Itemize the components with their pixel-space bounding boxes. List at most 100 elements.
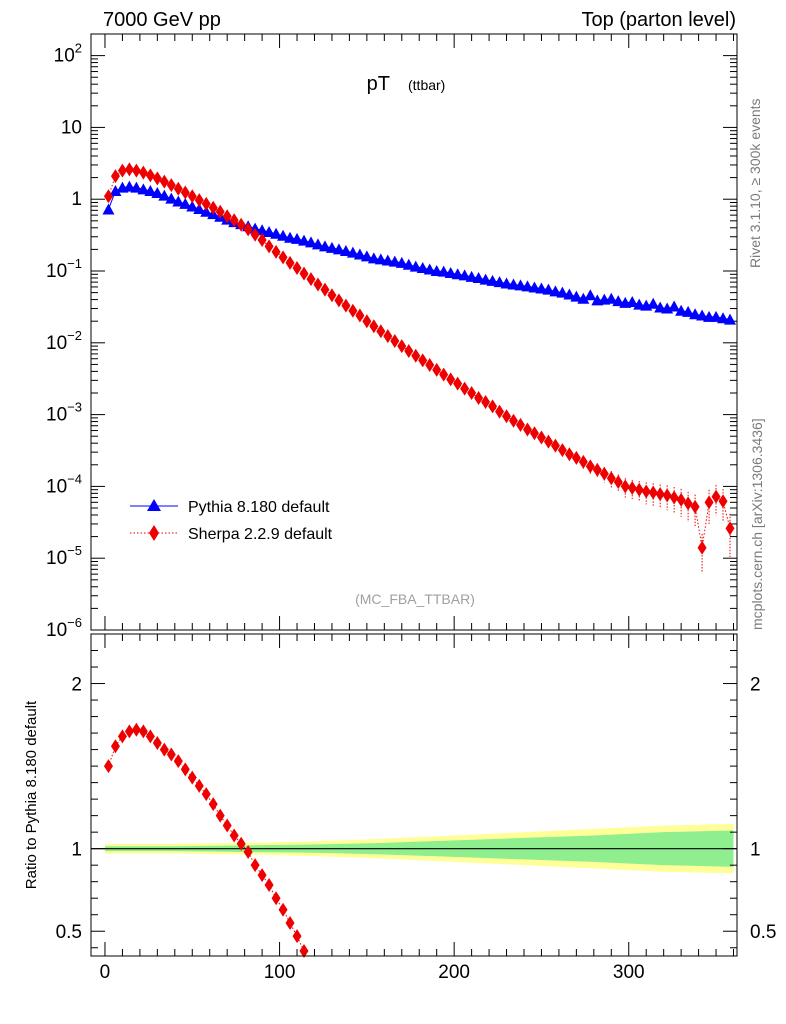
data-point-pythia xyxy=(304,236,317,248)
data-point-pythia xyxy=(284,231,297,243)
data-point-sherpa xyxy=(348,303,358,318)
data-point-pythia xyxy=(298,234,311,246)
data-point-sherpa xyxy=(578,454,588,469)
y-tick-label-exponent: −6 xyxy=(67,615,82,630)
data-point-pythia xyxy=(193,203,206,215)
data-point-pythia xyxy=(137,183,150,195)
data-point-pythia xyxy=(626,296,639,308)
data-point-sherpa xyxy=(488,399,498,414)
data-point-sherpa xyxy=(439,367,449,382)
ratio-point-sherpa xyxy=(208,797,218,812)
y-tick-label-base: 1 xyxy=(71,189,82,210)
y-tick-label-ratio: 0.5 xyxy=(56,922,82,943)
data-point-sherpa xyxy=(460,381,470,396)
data-point-pythia xyxy=(367,252,380,264)
y-tick-label-ratio-right: 2 xyxy=(750,675,761,696)
ratio-panel: 0.5 0.5 1 1 2 2 0 100 200 300 Ratio to Pythia 8.1… xyxy=(23,633,776,983)
data-point-pythia xyxy=(535,282,548,294)
data-point-sherpa xyxy=(599,466,609,481)
data-point-pythia xyxy=(696,309,709,321)
data-point-sherpa xyxy=(550,438,560,453)
y-tick-label-main: 10−4 xyxy=(46,471,82,497)
y-tick-label-base: 10 xyxy=(46,261,67,282)
data-point-sherpa xyxy=(655,487,665,502)
data-point-pythia xyxy=(542,283,555,295)
ratio-point-sherpa xyxy=(271,891,281,906)
ratio-point-sherpa xyxy=(215,808,225,823)
data-point-pythia xyxy=(179,197,192,209)
chart-title: pT xyxy=(367,73,390,95)
data-point-sherpa xyxy=(257,233,267,248)
data-point-sherpa xyxy=(299,266,309,281)
data-point-sherpa xyxy=(215,204,225,219)
y-tick-label-ratio-right: 0.5 xyxy=(750,922,776,943)
ratio-point-sherpa xyxy=(152,735,162,750)
data-point-sherpa xyxy=(425,358,435,373)
data-point-sherpa xyxy=(103,189,113,204)
data-point-pythia xyxy=(444,266,457,278)
data-point-pythia xyxy=(353,248,366,260)
data-point-pythia xyxy=(374,253,387,265)
data-point-sherpa xyxy=(418,353,428,368)
data-point-pythia xyxy=(514,279,527,291)
legend-marker-sherpa xyxy=(149,525,159,541)
x-tick-label: 100 xyxy=(264,962,296,983)
data-point-sherpa xyxy=(173,181,183,196)
ratio-point-sherpa xyxy=(250,858,260,873)
data-point-sherpa xyxy=(522,422,532,437)
data-point-sherpa xyxy=(278,250,288,265)
data-point-pythia xyxy=(668,300,681,312)
y-tick-label-exponent: 2 xyxy=(75,41,82,56)
ratio-point-sherpa xyxy=(243,844,253,859)
ratio-point-sherpa xyxy=(292,929,302,944)
y-tick-label-exponent: −5 xyxy=(67,543,82,558)
data-point-sherpa xyxy=(571,450,581,465)
data-point-sherpa xyxy=(292,261,302,276)
data-point-sherpa xyxy=(201,196,211,211)
data-point-pythia xyxy=(151,187,164,199)
data-point-sherpa xyxy=(432,362,442,377)
data-point-sherpa xyxy=(606,471,616,486)
data-point-sherpa xyxy=(320,282,330,297)
data-point-pythia xyxy=(570,290,583,302)
y-tick-label-base: 10 xyxy=(54,46,75,67)
data-point-sherpa xyxy=(131,163,141,178)
data-point-pythia xyxy=(395,256,408,268)
ratio-point-sherpa xyxy=(201,787,211,802)
y-tick-label-main: 10−3 xyxy=(46,400,82,426)
data-point-sherpa xyxy=(557,443,567,458)
data-point-sherpa xyxy=(222,209,232,224)
data-point-pythia xyxy=(556,286,569,298)
data-point-pythia xyxy=(346,246,359,258)
data-point-pythia xyxy=(472,271,485,283)
data-point-sherpa xyxy=(341,298,351,313)
ratio-point-sherpa xyxy=(264,877,274,892)
data-point-pythia xyxy=(458,269,471,281)
ratio-point-sherpa xyxy=(222,818,232,833)
data-point-sherpa xyxy=(711,489,721,504)
y-tick-label-base: 10 xyxy=(46,405,67,426)
data-point-pythia xyxy=(486,274,499,286)
y-tick-label-ratio: 2 xyxy=(71,675,82,696)
data-point-sherpa xyxy=(383,329,393,344)
ratio-point-sherpa xyxy=(159,742,169,757)
data-point-sherpa xyxy=(592,462,602,477)
data-point-sherpa xyxy=(446,372,456,387)
data-point-sherpa xyxy=(634,482,644,497)
ratio-point-sherpa xyxy=(138,724,148,739)
data-point-pythia xyxy=(277,229,290,241)
data-point-pythia xyxy=(717,312,730,324)
data-point-sherpa xyxy=(613,475,623,490)
y-tick-label-main: 10 xyxy=(61,117,82,138)
data-point-pythia xyxy=(291,232,304,244)
data-point-sherpa xyxy=(110,169,120,184)
y-tick-label-exponent: −4 xyxy=(67,471,82,486)
data-point-sherpa xyxy=(362,314,372,329)
data-point-sherpa xyxy=(166,178,176,193)
ratio-point-sherpa xyxy=(173,754,183,769)
data-point-sherpa xyxy=(495,404,505,419)
y-tick-label-main: 10−1 xyxy=(46,256,82,282)
